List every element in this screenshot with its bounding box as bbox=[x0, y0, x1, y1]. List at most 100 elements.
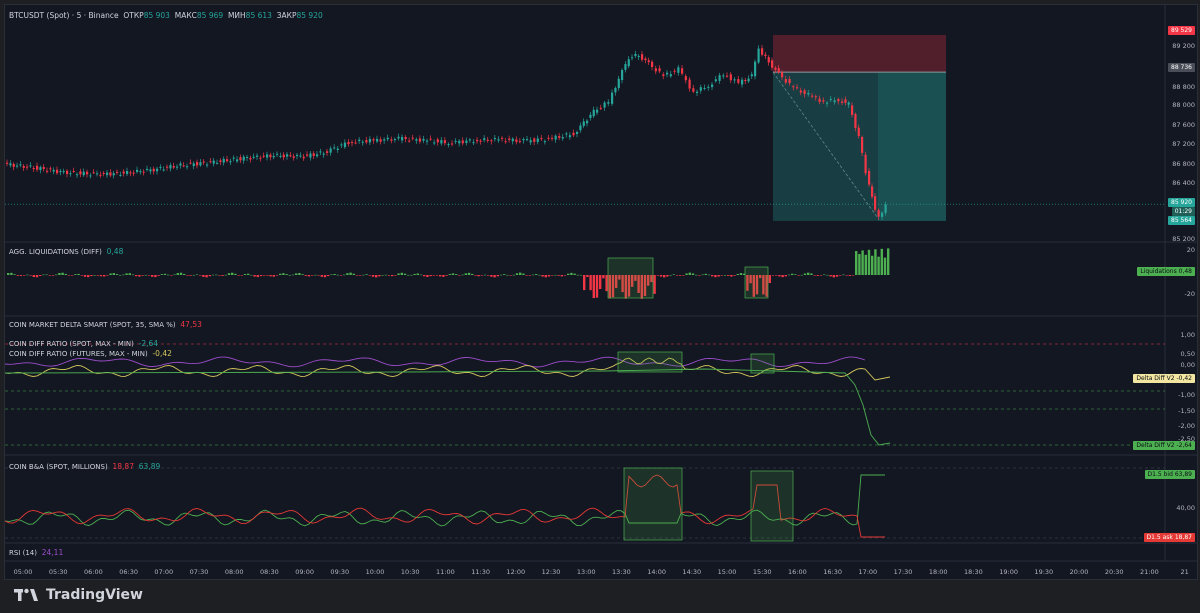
liquidation-bar bbox=[45, 274, 48, 276]
candle-body bbox=[579, 125, 582, 131]
time-tick: 16:30 bbox=[823, 568, 842, 576]
candle-body bbox=[750, 74, 753, 77]
candle-body bbox=[688, 79, 691, 89]
candle-body bbox=[707, 86, 710, 88]
liquidation-bar bbox=[480, 275, 483, 276]
liquidation-bar bbox=[400, 272, 403, 275]
symbol-title[interactable]: BTCUSDT (Spot) · 5 · Binance bbox=[9, 11, 119, 20]
candle-body bbox=[333, 147, 336, 149]
candle-body bbox=[59, 171, 62, 173]
diff-spot-name: COIN DIFF RATIO (SPOT, MAX - MIN) bbox=[9, 340, 134, 348]
candle-body bbox=[747, 78, 750, 82]
liquidation-bar bbox=[311, 275, 314, 276]
candle-body bbox=[96, 173, 99, 175]
candle-body bbox=[246, 156, 249, 158]
candle-body bbox=[771, 60, 774, 68]
liquidation-bar bbox=[192, 274, 195, 276]
candle-body bbox=[179, 163, 182, 166]
bna-bid-value: 18,87 bbox=[112, 462, 134, 471]
liquidation-bar bbox=[282, 273, 285, 275]
liquidation-bar bbox=[861, 250, 864, 275]
chart-window[interactable]: BTCUSDT (Spot) · 5 · Binance ОТКР85 903 … bbox=[4, 4, 1198, 580]
liquidation-bar bbox=[483, 274, 487, 276]
candle-body bbox=[777, 68, 780, 73]
liquidation-bar bbox=[301, 274, 304, 275]
liquidation-bar bbox=[199, 275, 202, 276]
chart-canvas[interactable] bbox=[5, 5, 1197, 579]
time-tick: 18:30 bbox=[964, 568, 983, 576]
liquidation-bar bbox=[103, 275, 106, 277]
diff-spot-legend[interactable]: COIN DIFF RATIO (SPOT, MAX - MIN) -2,64 bbox=[9, 339, 158, 348]
liquidation-bar bbox=[407, 274, 410, 276]
candle-body bbox=[654, 68, 657, 72]
delta-legend[interactable]: COIN MARKET DELTA SMART (SPOT, 35, SMA %… bbox=[9, 320, 202, 329]
liquidation-bar bbox=[263, 275, 266, 276]
liquidation-bar bbox=[576, 274, 579, 276]
candle-body bbox=[76, 174, 79, 176]
liquidation-bar bbox=[800, 274, 803, 276]
diff-scale-tick: 1,00 bbox=[1180, 331, 1195, 339]
candle-body bbox=[611, 92, 614, 104]
candle-body bbox=[222, 158, 225, 163]
liquidation-bar bbox=[435, 275, 439, 276]
time-tick: 16:00 bbox=[788, 568, 807, 576]
candle-body bbox=[433, 142, 436, 144]
liquidation-bar bbox=[736, 273, 739, 275]
price-tick: 88 000 bbox=[1172, 101, 1195, 109]
candle-body bbox=[483, 138, 486, 141]
liquidation-bar bbox=[819, 275, 823, 276]
liquidation-bar bbox=[295, 273, 298, 275]
candle-body bbox=[711, 84, 714, 88]
bna-legend[interactable]: COIN B&A (SPOT, MILLIONS) 18,87 63,89 bbox=[9, 462, 160, 471]
candle-body bbox=[451, 143, 454, 145]
diff-spot-value: -2,64 bbox=[138, 339, 159, 348]
liquidation-bar bbox=[416, 273, 419, 275]
candle-body bbox=[490, 140, 493, 142]
candle-body bbox=[109, 172, 112, 176]
time-tick: 13:30 bbox=[612, 568, 631, 576]
liquidation-bar bbox=[80, 275, 83, 276]
price-tag-top: 89 529 bbox=[1168, 26, 1195, 35]
price-tag-current: 85 920 bbox=[1168, 198, 1195, 207]
candle-body bbox=[336, 148, 339, 150]
liquidation-bar bbox=[23, 275, 26, 276]
liquidation-bar bbox=[487, 275, 490, 276]
rsi-legend[interactable]: RSI (14) 24,11 bbox=[9, 548, 63, 557]
ask-line bbox=[5, 474, 885, 538]
liquidation-bar bbox=[359, 275, 362, 276]
liquidation-bar bbox=[509, 275, 512, 276]
candle-body bbox=[792, 86, 795, 88]
liquidation-bar bbox=[330, 274, 333, 276]
highlight-box bbox=[607, 257, 654, 299]
liquidations-tag-value: 0,48 bbox=[1178, 268, 1192, 275]
candle-body bbox=[822, 100, 825, 102]
candle-body bbox=[92, 172, 95, 174]
liquidation-bar bbox=[64, 273, 67, 275]
candle-body bbox=[522, 139, 525, 141]
liquidation-bar bbox=[787, 274, 791, 276]
liquidation-bar bbox=[259, 275, 263, 277]
delta-value: 47,53 bbox=[180, 320, 202, 329]
delta-name: COIN MARKET DELTA SMART (SPOT, 35, SMA %… bbox=[9, 321, 176, 329]
candle-body bbox=[340, 144, 343, 146]
time-tick: 05:30 bbox=[48, 568, 68, 576]
tradingview-brand[interactable]: TradingView bbox=[14, 587, 143, 603]
liquidations-legend[interactable]: AGG. LIQUIDATIONS (DIFF) 0,48 bbox=[9, 247, 123, 256]
diff-futures-legend[interactable]: COIN DIFF RATIO (FUTURES, MAX - MIN) -0,… bbox=[9, 349, 172, 358]
liquidation-bar bbox=[349, 272, 352, 275]
time-tick: 14:00 bbox=[647, 568, 666, 576]
candle-body bbox=[302, 156, 305, 159]
candle-body bbox=[32, 167, 35, 169]
highlight-box bbox=[617, 351, 683, 373]
candle-body bbox=[212, 160, 215, 164]
liquidation-bar bbox=[493, 275, 496, 278]
liquidation-bar bbox=[496, 275, 499, 277]
liquidation-bar bbox=[147, 275, 151, 276]
liquidation-bar bbox=[170, 275, 173, 276]
candle-body bbox=[714, 79, 717, 82]
liquidation-bar bbox=[448, 274, 451, 275]
liquidation-bar bbox=[624, 275, 627, 299]
liquidation-bar bbox=[298, 273, 301, 275]
candle-body bbox=[599, 107, 602, 109]
liq-scale-top: 20 bbox=[1186, 246, 1195, 254]
